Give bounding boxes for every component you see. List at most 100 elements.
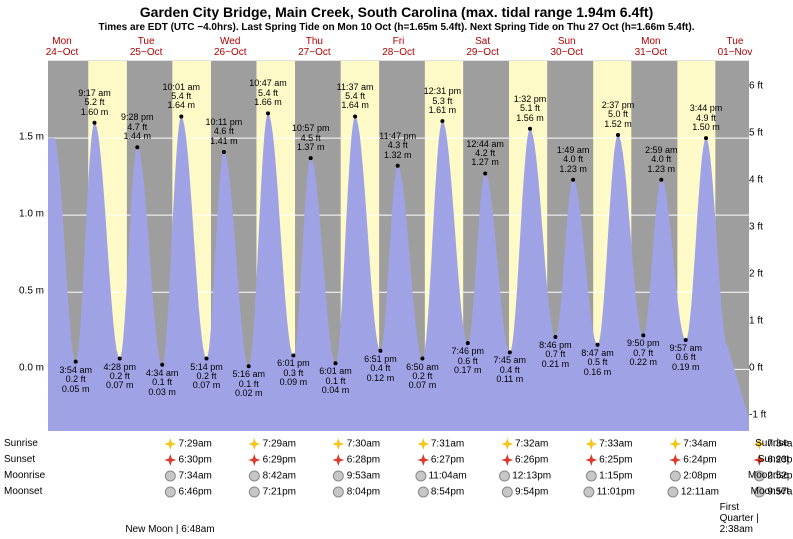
sunrise-cell: 7:29am xyxy=(249,438,296,450)
date-header: Mon31−Oct xyxy=(621,36,681,58)
sunset-icon xyxy=(165,454,177,466)
moon-icon xyxy=(498,470,510,482)
tide-extremum-dot xyxy=(508,350,512,354)
date-header-date: 31−Oct xyxy=(621,47,681,58)
sunset-icon xyxy=(249,454,261,466)
moon-icon xyxy=(165,470,177,482)
date-header-dow: Mon xyxy=(32,36,92,47)
row-label-left: Sunrise xyxy=(4,438,38,449)
low-tide-label: 6:01 am0.1 ft0.04 m xyxy=(319,367,352,395)
low-tide-label: 9:57 am0.6 ft0.19 m xyxy=(669,344,702,372)
sunset-cell: 6:30pm xyxy=(165,454,212,466)
sunrise-time: 7:29am xyxy=(179,439,212,450)
sunset-icon xyxy=(333,454,345,466)
high-tide-label: 9:17 am5.2 ft1.60 m xyxy=(78,89,111,117)
tide-extremum-dot xyxy=(353,115,357,119)
moonset-time: 6:46pm xyxy=(179,487,212,498)
high-tide-label: 10:57 pm4.5 ft1.37 m xyxy=(292,124,330,152)
date-header-dow: Thu xyxy=(284,36,344,47)
tide-extremum-dot xyxy=(247,364,251,368)
sunset-time: 6:28pm xyxy=(347,455,380,466)
high-tide-label: 2:59 am4.0 ft1.23 m xyxy=(645,146,678,174)
sunset-time: 6:30pm xyxy=(179,455,212,466)
tide-m: 1.23 m xyxy=(557,165,590,174)
moon-icon xyxy=(667,486,679,498)
sunset-cell: 6:24pm xyxy=(669,454,716,466)
chart-title: Garden City Bridge, Main Creek, South Ca… xyxy=(0,4,793,20)
tide-m: 1.66 m xyxy=(249,98,287,107)
moonrise-cell: 11:04am xyxy=(414,470,466,482)
y-tick-right: 5 ft xyxy=(749,128,779,139)
sunset-cell: 6:25pm xyxy=(585,454,632,466)
low-tide-label: 8:46 pm0.7 ft0.21 m xyxy=(539,341,572,369)
high-tide-label: 12:31 pm5.3 ft1.61 m xyxy=(424,87,462,115)
moonset-time: 11:01pm xyxy=(597,487,635,498)
high-tide-label: 9:28 pm4.7 ft1.44 m xyxy=(121,113,154,141)
tide-extremum-dot xyxy=(135,145,139,149)
sun-icon xyxy=(333,438,345,450)
low-tide-label: 6:50 am0.2 ft0.07 m xyxy=(406,363,439,391)
moon-icon xyxy=(249,486,261,498)
date-header-dow: Tue xyxy=(116,36,176,47)
sunrise-cell: 7:34am xyxy=(669,438,716,450)
moon-icon xyxy=(417,486,429,498)
sunset-time: 6:25pm xyxy=(599,455,632,466)
tide-m: 0.07 m xyxy=(406,381,439,390)
date-header-date: 24−Oct xyxy=(32,47,92,58)
low-tide-label: 6:51 pm0.4 ft0.12 m xyxy=(364,355,397,383)
high-tide-label: 10:11 pm4.6 ft1.41 m xyxy=(205,118,242,146)
row-label-right: Sunrise xyxy=(755,438,789,449)
sunrise-time: 7:29am xyxy=(263,439,296,450)
tide-extremum-dot xyxy=(616,133,620,137)
date-header-dow: Wed xyxy=(200,36,260,47)
tide-m: 0.04 m xyxy=(319,386,352,395)
tide-m: 1.41 m xyxy=(205,137,242,146)
moon-icon xyxy=(501,486,513,498)
moonset-time: 12:11am xyxy=(681,487,719,498)
sun-icon xyxy=(585,438,597,450)
moonset-cell: 11:01pm xyxy=(583,486,635,498)
y-tick-right: 3 ft xyxy=(749,222,779,233)
tide-m: 0.11 m xyxy=(494,375,527,384)
date-header-date: 28−Oct xyxy=(369,47,429,58)
tide-m: 1.50 m xyxy=(690,123,723,132)
sunset-time: 6:24pm xyxy=(683,455,716,466)
y-tick-left: 0.0 m xyxy=(14,363,44,374)
moon-phase-label: First Quarter | 2:38am xyxy=(720,502,769,535)
low-tide-label: 3:54 am0.2 ft0.05 m xyxy=(59,366,92,394)
row-label-right: Moonrise xyxy=(748,470,789,481)
high-tide-label: 3:44 pm4.9 ft1.50 m xyxy=(690,104,723,132)
plot-area: 3:54 am0.2 ft0.05 m9:17 am5.2 ft1.60 m4:… xyxy=(48,60,749,431)
y-tick-right: 2 ft xyxy=(749,269,779,280)
moon-icon xyxy=(333,470,345,482)
sun-icon xyxy=(669,438,681,450)
date-header-date: 27−Oct xyxy=(284,47,344,58)
tide-extremum-dot xyxy=(205,357,209,361)
moonset-cell: 6:46pm xyxy=(165,486,212,498)
moon-icon xyxy=(585,470,597,482)
date-header-date: 25−Oct xyxy=(116,47,176,58)
low-tide-label: 7:45 am0.4 ft0.11 m xyxy=(494,356,527,384)
date-header-date: 30−Oct xyxy=(537,47,597,58)
moonset-cell: 9:54pm xyxy=(501,486,548,498)
moonset-cell: 12:11am xyxy=(667,486,719,498)
date-header-date: 01−Nov xyxy=(705,47,765,58)
tide-m: 0.02 m xyxy=(232,389,265,398)
tide-m: 1.52 m xyxy=(602,120,635,129)
tide-m: 1.64 m xyxy=(337,101,374,110)
moonrise-time: 2:08pm xyxy=(683,471,716,482)
moonrise-time: 8:42am xyxy=(263,471,296,482)
tide-extremum-dot xyxy=(179,115,183,119)
moonrise-time: 7:34am xyxy=(179,471,212,482)
high-tide-label: 1:32 pm5.1 ft1.56 m xyxy=(514,95,547,123)
high-tide-label: 1:49 am4.0 ft1.23 m xyxy=(557,146,590,174)
moonrise-cell: 12:13pm xyxy=(498,470,551,482)
low-tide-label: 5:16 am0.1 ft0.02 m xyxy=(232,370,265,398)
sunrise-cell: 7:31am xyxy=(417,438,464,450)
y-tick-right: -1 ft xyxy=(749,410,779,421)
tide-extremum-dot xyxy=(596,343,600,347)
moonrise-cell: 1:15pm xyxy=(585,470,632,482)
moonset-time: 9:54pm xyxy=(515,487,548,498)
sunrise-time: 7:34am xyxy=(683,439,716,450)
tide-m: 1.23 m xyxy=(645,165,678,174)
